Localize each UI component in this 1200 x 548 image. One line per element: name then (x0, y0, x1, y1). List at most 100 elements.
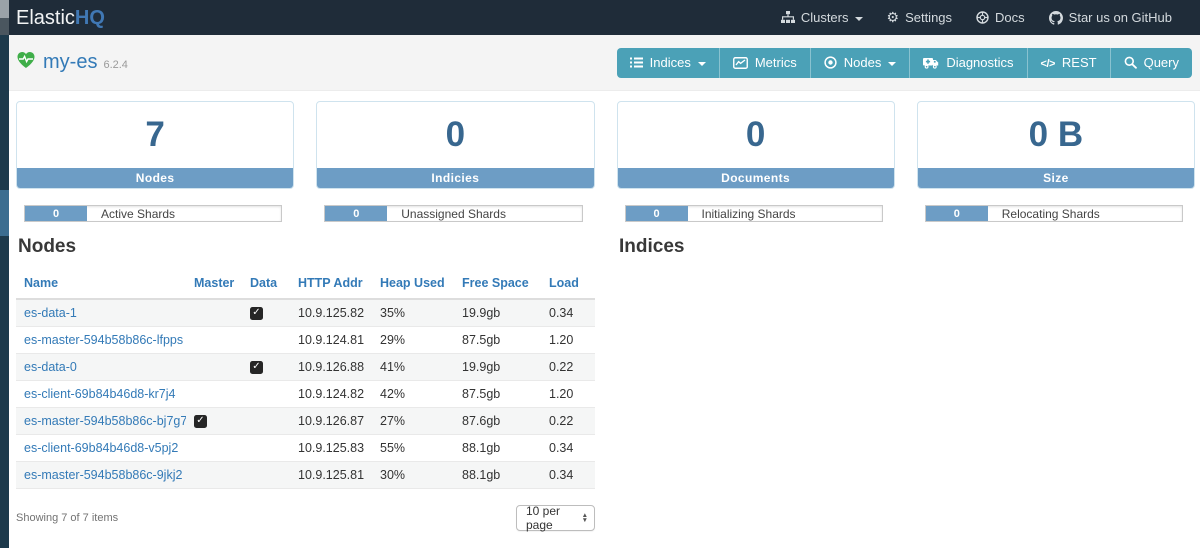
stat-label: Size (917, 168, 1194, 188)
ambulance-icon (923, 57, 939, 69)
metrics-button[interactable]: Metrics (719, 47, 811, 78)
stat-card-documents: 0 Documents (616, 101, 895, 189)
cluster-toolbar: Indices Metrics Nodes Diagnostics </> REST Que… (616, 47, 1192, 78)
docs-icon (976, 11, 989, 24)
http-addr-cell: 10.9.125.81 (298, 468, 365, 482)
http-addr-cell: 10.9.126.87 (298, 414, 365, 428)
col-header-free-space[interactable]: Free Space (462, 276, 529, 290)
col-header-data[interactable]: Data (250, 276, 278, 290)
shard-bar-label: Relocating Shards (1001, 206, 1100, 221)
scrollbar-thumb[interactable] (0, 190, 9, 236)
col-header-load[interactable]: Load (549, 276, 579, 290)
diagnostics-button[interactable]: Diagnostics (910, 47, 1028, 78)
node-name-cell: es-client-69b84b46d8-v5pj2 (16, 441, 186, 455)
stat-value: 0 (445, 115, 466, 154)
col-header-heap-used[interactable]: Heap Used (380, 276, 445, 290)
master-checkbox: ✓ (194, 414, 207, 428)
data-checkbox: ✓ (250, 360, 263, 374)
indices-section: Indices (617, 236, 1195, 531)
load-cell: 0.34 (549, 441, 574, 455)
unassigned-shards-bar: 0 Unassigned Shards (324, 205, 583, 222)
brand-elastic: Elastic (16, 6, 75, 29)
master-cell: ✓ (186, 414, 242, 428)
nav-item-docs[interactable]: Docs (976, 10, 1025, 25)
shard-bar-fill: 0 (325, 206, 388, 221)
nav-item-label: Settings (905, 10, 953, 25)
dot-circle-icon (824, 56, 837, 69)
github-icon (1048, 10, 1063, 25)
heap-used-cell: 29% (380, 333, 406, 347)
free-space-cell: 88.1gb (462, 441, 501, 455)
nav-item-label: Clusters (800, 10, 849, 25)
indices-button[interactable]: Indices (616, 47, 720, 78)
load-cell: 0.34 (549, 306, 574, 320)
stat-label: Nodes (17, 168, 294, 188)
nodes-button[interactable]: Nodes (810, 47, 911, 78)
nav-item-star-us-on-github[interactable]: Star us on GitHub (1048, 10, 1172, 25)
data-cell: ✓ (242, 360, 290, 374)
data-cell: ✓ (242, 306, 290, 320)
code-icon: </> (1040, 58, 1056, 70)
rest-button[interactable]: </> REST (1027, 47, 1111, 78)
col-header-master[interactable]: Master (194, 276, 235, 290)
free-space-cell: 87.5gb (462, 387, 501, 401)
button-label: Diagnostics (946, 55, 1014, 70)
http-addr-cell: 10.9.126.88 (298, 360, 365, 374)
table-row: es-master-594b58b86c-lfpps 10.9.124.81 29%… (16, 327, 595, 354)
shard-bar-label: Initializing Shards (701, 206, 796, 221)
node-name-cell: es-master-594b58b86c-9jkj2 (16, 468, 186, 482)
nodes-section-title: Nodes (18, 236, 77, 257)
shard-bar-fill: 0 (625, 206, 688, 221)
stat-card-indicies: 0 Indicies (316, 101, 595, 189)
load-cell: 0.34 (549, 468, 574, 482)
sitemap-icon (780, 11, 795, 24)
nav-item-settings[interactable]: ⚙ Settings (887, 10, 953, 25)
heap-used-cell: 27% (380, 414, 406, 428)
heap-used-cell: 30% (380, 468, 406, 482)
free-space-cell: 87.5gb (462, 333, 501, 347)
node-name-link[interactable]: es-client-69b84b46d8-kr7j4 (24, 387, 176, 401)
nav-item-label: Star us on GitHub (1068, 10, 1172, 25)
page-size-select[interactable]: 10 per page ▲ ▼ (516, 504, 595, 532)
heap-used-cell: 55% (380, 441, 406, 455)
navbar-menu: Clusters ⚙ Settings Docs Star us on GitHub (780, 10, 1172, 25)
stat-cards-row: 7 Nodes 0 Indicies 0 Documents 0 B Size (0, 91, 1200, 189)
shard-bar-cell: 0 Unassigned Shards (316, 205, 594, 222)
col-header-name[interactable]: Name (24, 276, 59, 290)
row-count-summary: Showing 7 of 7 items (16, 512, 119, 524)
node-name-link[interactable]: es-master-594b58b86c-9jkj2 (24, 468, 183, 482)
free-space-cell: 88.1gb (462, 468, 501, 482)
query-button[interactable]: Query (1110, 47, 1192, 78)
button-label: Query (1143, 55, 1179, 70)
nodes-table-header: Name Master Data HTTP Addr Heap Used Free Spa… (16, 271, 595, 300)
node-name-link[interactable]: es-data-0 (24, 360, 77, 374)
cluster-name[interactable]: my-es (43, 51, 98, 73)
button-label: REST (1061, 55, 1097, 70)
search-icon (1124, 56, 1137, 69)
window-edge-strip (0, 0, 9, 548)
heap-used-cell: 42% (380, 387, 406, 401)
node-name-link[interactable]: es-master-594b58b86c-bj7g7 (24, 414, 186, 428)
data-checkbox: ✓ (250, 306, 263, 320)
node-name-link[interactable]: es-data-1 (24, 306, 77, 320)
top-navbar: ElasticHQ Clusters ⚙ Settings Docs Star us o… (0, 0, 1200, 35)
cluster-header-bar: my-es 6.2.4 Indices Metrics Nodes Diagnosti… (0, 35, 1200, 91)
node-name-cell: es-client-69b84b46d8-kr7j4 (16, 387, 186, 401)
table-row: es-client-69b84b46d8-kr7j4 10.9.124.82 42%… (16, 381, 595, 408)
nodes-table-footer: Showing 7 of 7 items 10 per page ▲ ▼ (16, 504, 595, 532)
node-name-link[interactable]: es-client-69b84b46d8-v5pj2 (24, 441, 179, 455)
shard-bar-label: Unassigned Shards (401, 206, 506, 221)
nav-item-clusters[interactable]: Clusters (780, 10, 863, 25)
chevron-down-icon (697, 61, 706, 66)
node-name-link[interactable]: es-master-594b58b86c-lfpps (24, 333, 184, 347)
chevron-down-icon (888, 61, 897, 66)
free-space-cell: 19.9gb (462, 360, 501, 374)
load-cell: 0.22 (549, 360, 574, 374)
relocating-shards-bar: 0 Relocating Shards (924, 205, 1183, 222)
table-row: es-data-1 ✓ 10.9.125.82 35% 19.9gb 0.34 (16, 300, 595, 327)
stat-value: 0 (745, 115, 766, 154)
nodes-table-body: es-data-1 ✓ 10.9.125.82 35% 19.9gb 0.34 es-mas… (16, 300, 595, 489)
active-shards-bar: 0 Active Shards (24, 205, 283, 222)
col-header-http-addr[interactable]: HTTP Addr (298, 276, 363, 290)
brand-logo[interactable]: ElasticHQ (16, 8, 105, 28)
